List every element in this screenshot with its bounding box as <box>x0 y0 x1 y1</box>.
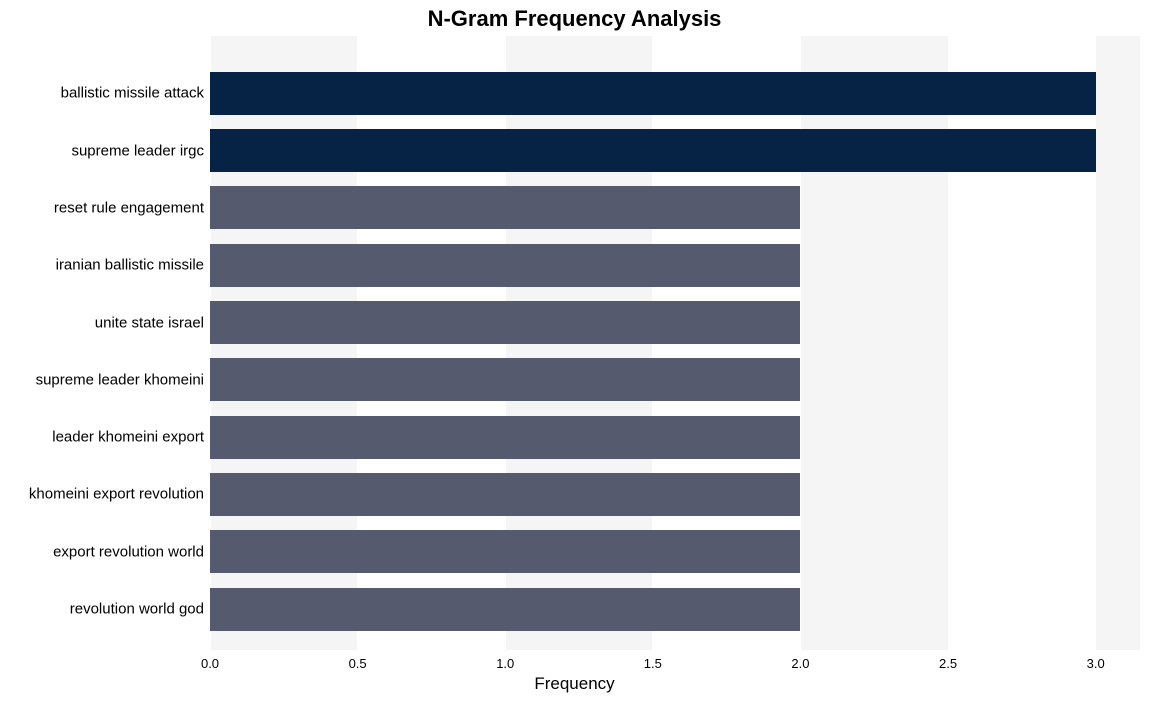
x-tick-label: 2.5 <box>939 650 957 671</box>
plot-area: ballistic missile attacksupreme leader i… <box>210 36 1140 650</box>
y-tick-label: supreme leader irgc <box>71 142 210 159</box>
y-tick-label: unite state israel <box>95 314 210 331</box>
x-tick-label: 3.0 <box>1087 650 1105 671</box>
x-tick-label: 2.0 <box>791 650 809 671</box>
y-tick-label: supreme leader khomeini <box>36 371 210 388</box>
x-tick-label: 0.0 <box>201 650 219 671</box>
y-tick-label: iranian ballistic missile <box>56 257 210 274</box>
x-tick-label: 1.5 <box>644 650 662 671</box>
y-tick-label: khomeini export revolution <box>29 486 210 503</box>
y-tick-label: export revolution world <box>53 543 210 560</box>
y-tick-label: leader khomeini export <box>52 429 210 446</box>
y-tick-label: reset rule engagement <box>54 199 210 216</box>
y-tick-label: revolution world god <box>70 601 210 618</box>
x-axis-title: Frequency <box>0 674 1149 694</box>
x-tick-label: 1.0 <box>496 650 514 671</box>
xlabels-layer: 0.00.51.01.52.02.53.0 <box>210 36 1140 650</box>
x-tick-label: 0.5 <box>349 650 367 671</box>
chart-title: N-Gram Frequency Analysis <box>0 6 1149 32</box>
ngram-chart: N-Gram Frequency Analysis ballistic miss… <box>0 0 1149 701</box>
y-tick-label: ballistic missile attack <box>61 85 210 102</box>
